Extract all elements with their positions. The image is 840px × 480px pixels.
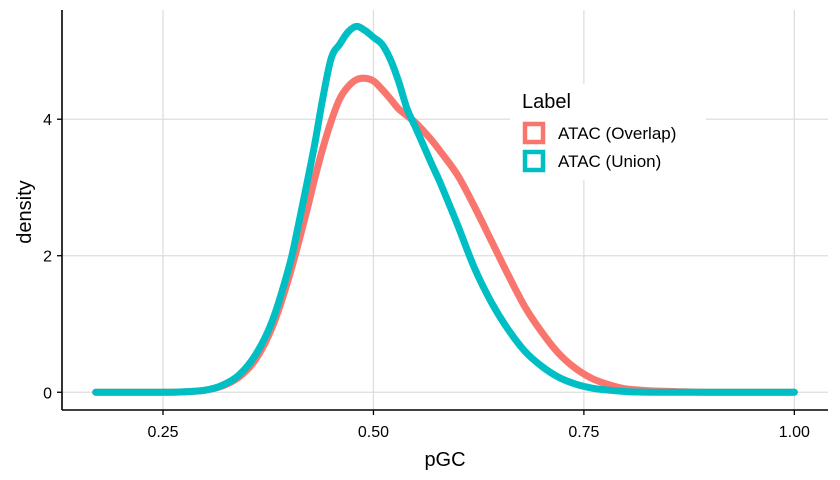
legend-label-overlap: ATAC (Overlap) bbox=[558, 124, 676, 143]
x-tick-label: 0.25 bbox=[147, 424, 178, 441]
series-line-union bbox=[92, 22, 798, 396]
legend-items: ATAC (Overlap) ATAC (Union) bbox=[522, 121, 676, 173]
y-tick-label: 2 bbox=[43, 249, 52, 266]
legend-label-union: ATAC (Union) bbox=[558, 152, 661, 171]
y-axis-title: density bbox=[14, 180, 36, 243]
x-tick-label: 1.00 bbox=[779, 424, 810, 441]
x-tick-label: 0.50 bbox=[358, 424, 389, 441]
ticks: 0.25 0.50 0.75 1.00 0 2 4 bbox=[43, 112, 810, 441]
y-tick-label: 0 bbox=[43, 385, 52, 402]
legend-swatch-union bbox=[522, 149, 546, 173]
x-tick-label: 0.75 bbox=[568, 424, 599, 441]
grid bbox=[62, 10, 828, 410]
legend-title: Label bbox=[522, 91, 571, 113]
legend-swatch-overlap bbox=[522, 121, 546, 145]
axes bbox=[61, 10, 828, 411]
y-tick-label: 4 bbox=[43, 112, 52, 129]
series-layer bbox=[92, 22, 798, 396]
x-axis-title: pGC bbox=[424, 449, 465, 471]
legend: Label ATAC (Overlap) ATAC (Union) bbox=[510, 84, 706, 180]
